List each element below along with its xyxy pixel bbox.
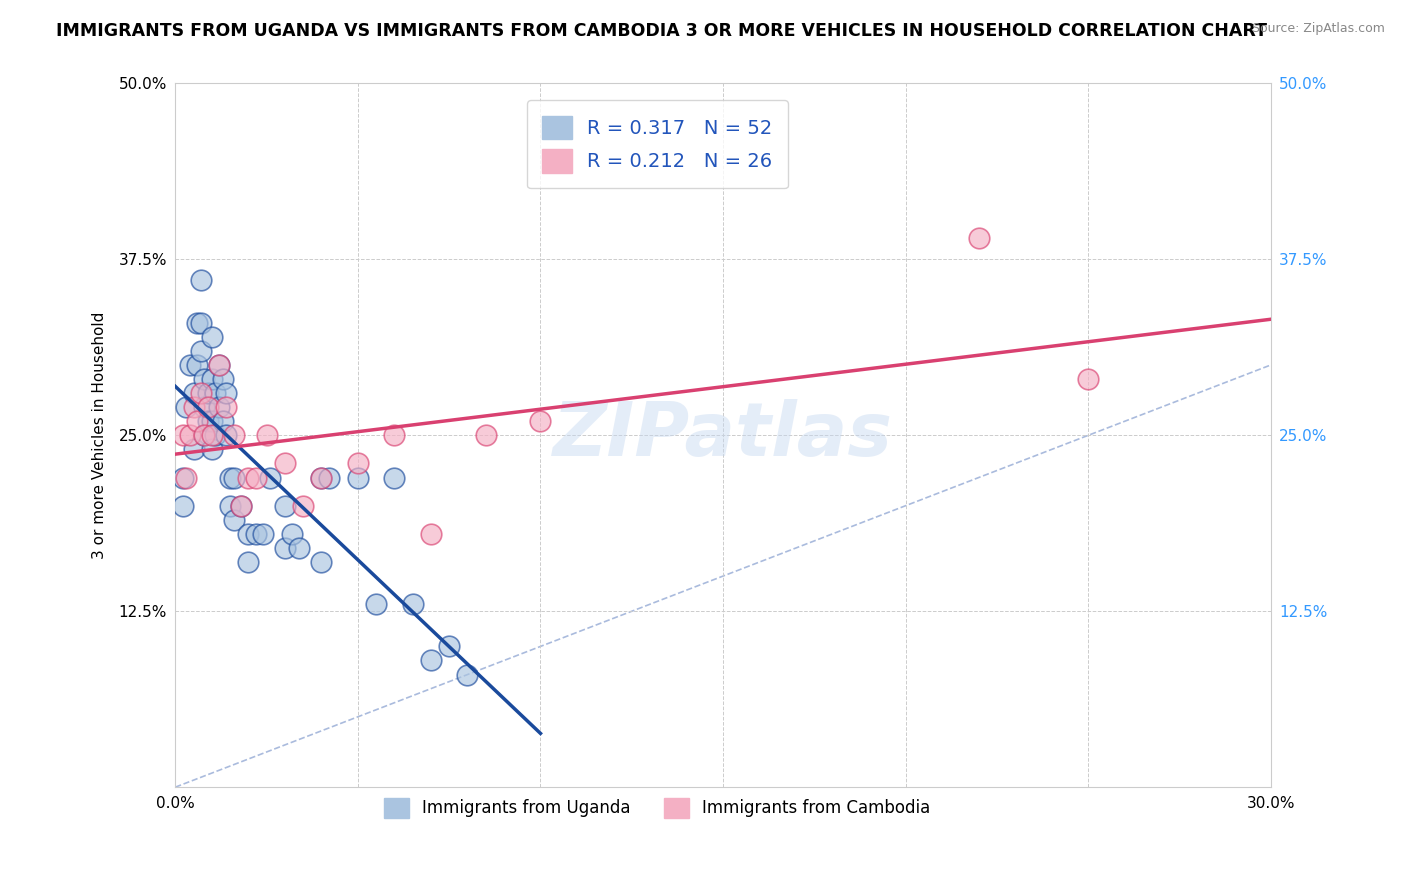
Point [219, 499, 242, 513]
Point [456, 667, 478, 681]
Legend: Immigrants from Uganda, Immigrants from Cambodia: Immigrants from Uganda, Immigrants from … [377, 791, 938, 824]
Point [215, 400, 238, 414]
Point [193, 400, 215, 414]
Point [201, 442, 224, 457]
Point [366, 597, 388, 611]
Point [215, 428, 238, 442]
Point [347, 470, 370, 484]
Point [274, 457, 297, 471]
Point [967, 231, 990, 245]
Point [474, 428, 496, 442]
Point [245, 470, 267, 484]
Point [259, 470, 281, 484]
Point [193, 372, 215, 386]
Point [193, 428, 215, 442]
Point [190, 343, 212, 358]
Point [288, 541, 311, 555]
Point [1077, 372, 1099, 386]
Text: Source: ZipAtlas.com: Source: ZipAtlas.com [1251, 22, 1385, 36]
Point [179, 358, 201, 372]
Point [238, 526, 260, 541]
Point [529, 414, 551, 428]
Point [201, 372, 224, 386]
Point [183, 400, 205, 414]
Point [229, 499, 252, 513]
Point [197, 414, 219, 428]
Point [201, 428, 224, 442]
Point [197, 400, 219, 414]
Point [172, 428, 194, 442]
Point [204, 428, 226, 442]
Point [256, 428, 278, 442]
Point [197, 386, 219, 401]
Point [311, 470, 333, 484]
Point [211, 414, 233, 428]
Point [222, 428, 245, 442]
Point [190, 273, 212, 287]
Point [318, 470, 340, 484]
Point [179, 428, 201, 442]
Point [190, 386, 212, 401]
Y-axis label: 3 or more Vehicles in Household: 3 or more Vehicles in Household [93, 311, 107, 559]
Point [222, 470, 245, 484]
Point [311, 470, 333, 484]
Point [211, 372, 233, 386]
Point [204, 386, 226, 401]
Point [311, 555, 333, 569]
Point [238, 555, 260, 569]
Text: ZIPatlas: ZIPatlas [553, 399, 893, 472]
Point [274, 499, 297, 513]
Point [274, 541, 297, 555]
Point [201, 414, 224, 428]
Point [208, 358, 231, 372]
Point [384, 428, 406, 442]
Point [401, 597, 423, 611]
Point [201, 330, 224, 344]
Point [172, 470, 194, 484]
Point [347, 457, 370, 471]
Point [437, 640, 460, 654]
Point [183, 442, 205, 457]
Point [238, 470, 260, 484]
Point [281, 526, 304, 541]
Point [229, 499, 252, 513]
Point [193, 428, 215, 442]
Point [186, 358, 208, 372]
Point [292, 499, 315, 513]
Point [174, 470, 197, 484]
Point [186, 316, 208, 330]
Point [252, 526, 274, 541]
Text: IMMIGRANTS FROM UGANDA VS IMMIGRANTS FROM CAMBODIA 3 OR MORE VEHICLES IN HOUSEHO: IMMIGRANTS FROM UGANDA VS IMMIGRANTS FRO… [56, 22, 1267, 40]
Point [419, 526, 441, 541]
Point [183, 386, 205, 401]
Point [219, 470, 242, 484]
Point [190, 316, 212, 330]
Point [208, 400, 231, 414]
Point [208, 358, 231, 372]
Point [419, 653, 441, 667]
Point [174, 400, 197, 414]
Point [245, 526, 267, 541]
Point [172, 499, 194, 513]
Point [186, 414, 208, 428]
Point [222, 513, 245, 527]
Point [215, 386, 238, 401]
Point [384, 470, 406, 484]
